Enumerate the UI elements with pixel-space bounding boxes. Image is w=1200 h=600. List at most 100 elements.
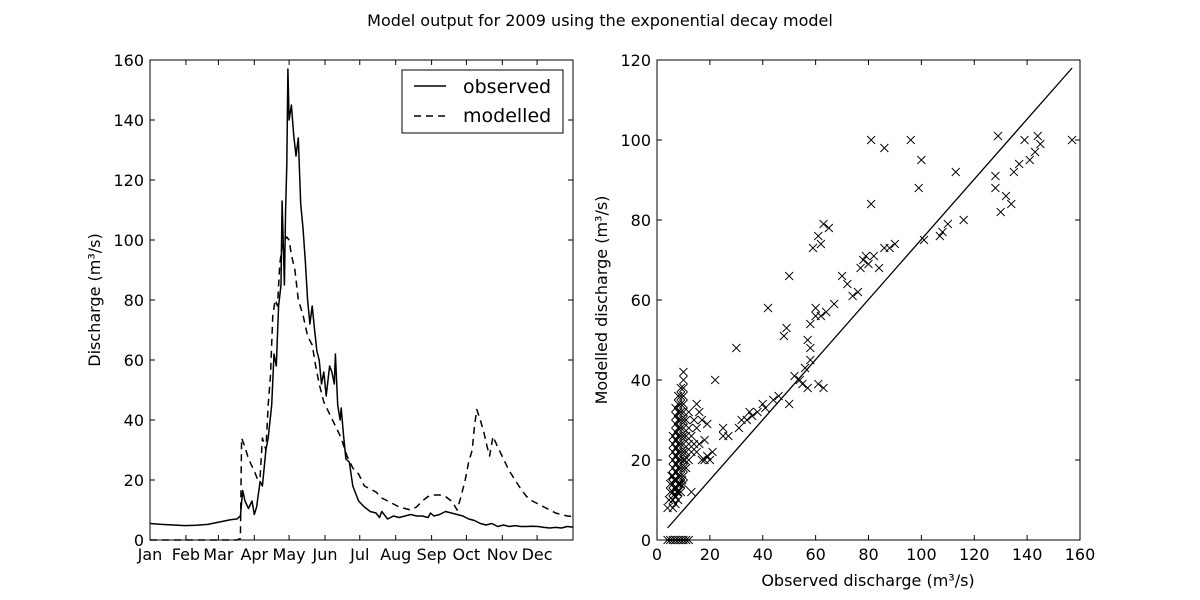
- scatter-point: [705, 455, 715, 465]
- scatter-point: [687, 431, 696, 441]
- scatter-point: [679, 383, 688, 393]
- left-x-tick-label: Sep: [417, 545, 447, 564]
- left-axes: 0 20 40 60 80 100 120 140 160 Jan Feb Mar Apr May Jun J…: [113, 51, 573, 564]
- scatter-point: [676, 383, 686, 393]
- left-y-tick-label: 100: [113, 231, 144, 250]
- scatter-point: [819, 219, 828, 229]
- scatter-point: [687, 487, 696, 497]
- scatter-point: [689, 415, 699, 425]
- series-line-observed: [149, 68, 574, 529]
- scatter-point: [803, 383, 813, 393]
- scatter-point: [795, 375, 805, 385]
- scatter-point: [885, 243, 894, 253]
- scatter-point: [671, 419, 680, 429]
- scatter-point: [671, 411, 680, 421]
- scatter-point: [694, 407, 704, 417]
- scatter-point: [821, 307, 831, 317]
- scatter-point: [806, 343, 815, 353]
- scatter-point: [782, 323, 791, 333]
- legend: observed modelled: [401, 69, 564, 134]
- scatter-point: [684, 407, 694, 417]
- left-x-tick-label: Dec: [522, 545, 553, 564]
- scatter-point: [671, 467, 680, 477]
- scatter-point: [724, 431, 733, 441]
- scatter-point: [671, 403, 680, 413]
- left-series-lines: [149, 68, 574, 541]
- scatter-point: [676, 407, 686, 417]
- scatter-point: [919, 235, 929, 245]
- scatter-point: [684, 423, 694, 433]
- left-x-tick-label: Jul: [349, 545, 369, 564]
- scatter-point: [914, 183, 924, 193]
- fit-line: [667, 67, 1073, 529]
- scatter-point: [816, 239, 826, 249]
- scatter-point: [697, 415, 707, 425]
- scatter-point: [753, 407, 762, 417]
- scatter-point: [676, 487, 686, 497]
- scatter-point: [763, 303, 773, 313]
- scatter-point: [679, 471, 688, 481]
- scatter-point: [718, 423, 728, 433]
- scatter-point: [745, 407, 754, 417]
- scatter-point: [675, 479, 684, 489]
- scatter-point: [692, 423, 701, 433]
- right-x-tick-label: 100: [906, 545, 937, 564]
- scatter-point: [742, 415, 752, 425]
- scatter-point: [679, 375, 688, 385]
- left-y-tick-label: 160: [113, 51, 144, 70]
- scatter-points: [663, 131, 1077, 545]
- scatter-point: [800, 363, 810, 373]
- scatter-point: [681, 463, 691, 473]
- scatter-point: [906, 135, 916, 145]
- legend-observed-label: observed: [463, 76, 551, 98]
- left-y-tick-label: 0: [134, 531, 144, 550]
- scatter-point: [824, 223, 834, 233]
- right-x-tick-label: 140: [1012, 545, 1043, 564]
- scatter-point: [798, 379, 807, 389]
- scatter-point: [853, 287, 863, 297]
- scatter-point: [676, 439, 686, 449]
- left-y-tick-label: 80: [124, 291, 144, 310]
- scatter-point: [890, 239, 900, 249]
- scatter-point: [880, 143, 889, 153]
- scatter-point: [671, 435, 680, 445]
- right-x-tick-label: 120: [959, 545, 990, 564]
- scatter-point: [829, 299, 839, 309]
- left-x-tick-label: Jan: [137, 545, 163, 564]
- left-x-tick-label: Feb: [172, 545, 200, 564]
- scatter-point: [665, 487, 675, 497]
- scatter-point: [938, 227, 947, 237]
- scatter-point: [679, 399, 688, 409]
- left-x-tick-label: Apr: [240, 545, 268, 564]
- scatter-point: [808, 243, 818, 253]
- left-x-tick-label: Oct: [453, 545, 481, 564]
- scatter-point: [761, 403, 770, 413]
- scatter-point: [671, 443, 680, 453]
- right-y-tick-label: 20: [631, 451, 651, 470]
- right-y-tick-label: 60: [631, 291, 651, 310]
- figure-title: Model output for 2009 using the exponent…: [367, 11, 833, 30]
- scatter-point: [843, 279, 852, 289]
- scatter-point: [671, 459, 680, 469]
- scatter-point: [679, 479, 688, 489]
- scatter-point: [710, 375, 720, 385]
- scatter-point: [758, 399, 768, 409]
- series-line-modelled: [150, 236, 574, 541]
- scatter-point: [679, 463, 688, 473]
- scatter-point: [680, 455, 690, 465]
- scatter-point: [664, 495, 674, 505]
- legend-box: [401, 69, 564, 134]
- right-x-tick-label: 20: [700, 545, 720, 564]
- scatter-point: [692, 399, 701, 409]
- scatter-point: [671, 499, 680, 509]
- scatter-point: [813, 379, 823, 389]
- scatter-point: [679, 431, 688, 441]
- scatter-point: [993, 131, 1003, 141]
- scatter-point: [951, 167, 961, 177]
- scatter-point: [917, 155, 926, 165]
- right-x-tick-label: 80: [858, 545, 878, 564]
- right-x-axis-label: Observed discharge (m³/s): [761, 571, 974, 590]
- scatter-point: [864, 259, 873, 269]
- right-x-tick-label: 0: [652, 545, 662, 564]
- scatter-point: [676, 423, 686, 433]
